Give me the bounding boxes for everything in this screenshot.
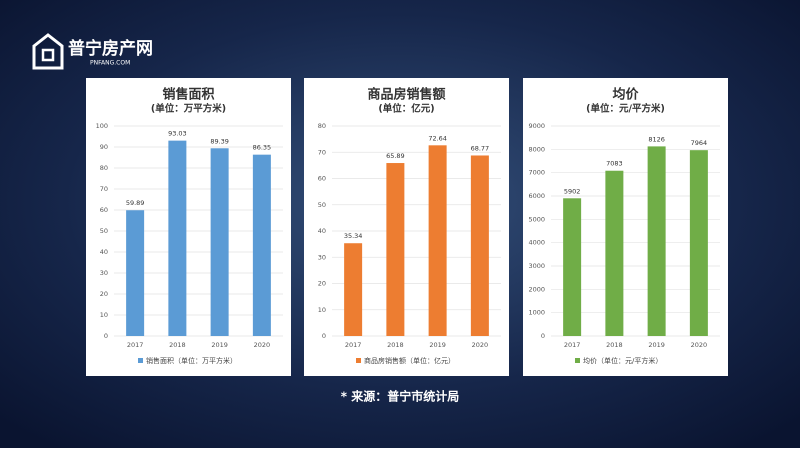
value-label: 86.35 [253,144,272,152]
chart-subtitle: (单位：亿元) [378,103,434,115]
legend-label: 商品房销售额（单位：亿元） [364,356,455,365]
value-label: 89.39 [210,137,229,145]
chart-subtitle: (单位：元/平方米) [586,103,665,115]
x-tick-label: 2017 [345,341,362,349]
bar [563,198,582,336]
y-tick-label: 40 [100,248,108,256]
x-tick-label: 2019 [648,341,665,349]
source-note: * 来源：普宁市统计局 [341,389,459,404]
y-tick-label: 0 [322,332,326,340]
x-tick-label: 2019 [429,341,446,349]
x-tick-label: 2020 [691,341,708,349]
bar [689,150,708,336]
y-tick-label: 60 [100,206,108,214]
y-tick-label: 10 [318,306,326,314]
chart-title: 销售面积 [162,87,214,103]
x-tick-label: 2018 [387,341,404,349]
value-label: 93.03 [168,130,187,138]
bar [605,170,624,336]
chart-subtitle: (单位：万平方米) [151,103,226,115]
y-tick-label: 70 [318,148,326,156]
bar [344,243,363,336]
value-label: 5902 [564,187,581,195]
bar [252,154,271,336]
bar [647,146,666,336]
y-tick-label: 4000 [528,239,545,247]
x-tick-label: 2018 [169,341,186,349]
bar [470,155,489,336]
x-tick-label: 2020 [472,341,489,349]
value-label: 72.64 [428,134,447,142]
x-tick-label: 2020 [254,341,271,349]
y-tick-label: 0 [104,332,108,340]
y-tick-label: 3000 [528,262,545,270]
value-label: 7964 [691,139,708,147]
x-tick-label: 2017 [127,341,144,349]
logo: 普宁房产网 PNFANG.COM [32,33,153,70]
bar [126,210,145,336]
y-tick-label: 20 [100,290,108,298]
chart-title: 均价 [612,87,639,103]
y-tick-label: 70 [100,185,108,193]
y-tick-label: 50 [100,227,108,235]
y-tick-label: 20 [318,280,326,288]
y-tick-label: 5000 [528,215,545,223]
y-tick-label: 0 [541,332,545,340]
value-label: 35.34 [344,232,363,240]
y-tick-label: 10 [100,311,108,319]
value-label: 59.89 [126,199,145,207]
y-tick-label: 7000 [528,169,545,177]
logo-icon-window [41,48,55,62]
x-tick-label: 2017 [564,341,581,349]
y-tick-label: 80 [318,122,326,130]
x-tick-label: 2019 [211,341,228,349]
x-tick-label: 2018 [606,341,623,349]
y-tick-label: 80 [100,164,108,172]
y-tick-label: 90 [100,143,108,151]
logo-name: 普宁房产网 [68,38,153,59]
legend-label: 均价（单位：元/平方米） [583,356,662,365]
y-tick-label: 2000 [528,285,545,293]
bar [210,148,229,336]
value-label: 7083 [606,160,623,168]
y-tick-label: 6000 [528,192,545,200]
logo-icon [32,33,64,70]
y-tick-label: 60 [318,175,326,183]
legend-swatch [575,358,580,363]
y-tick-label: 1000 [528,309,545,317]
value-label: 8126 [648,135,665,143]
bar [168,140,187,336]
legend-swatch [356,358,361,363]
y-tick-label: 8000 [528,145,545,153]
value-label: 65.89 [386,152,405,160]
y-tick-label: 30 [318,253,326,261]
logo-domain: PNFANG.COM [90,60,130,67]
legend-label: 销售面积（单位：万平方米） [146,356,237,365]
value-label: 68.77 [471,144,490,152]
chart-title: 商品房销售额 [367,87,445,103]
bar [428,145,447,336]
y-tick-label: 100 [96,122,108,130]
legend-swatch [138,358,143,363]
y-tick-label: 50 [318,201,326,209]
bar [386,163,405,336]
y-tick-label: 30 [100,269,108,277]
y-tick-label: 9000 [528,122,545,130]
y-tick-label: 40 [318,227,326,235]
